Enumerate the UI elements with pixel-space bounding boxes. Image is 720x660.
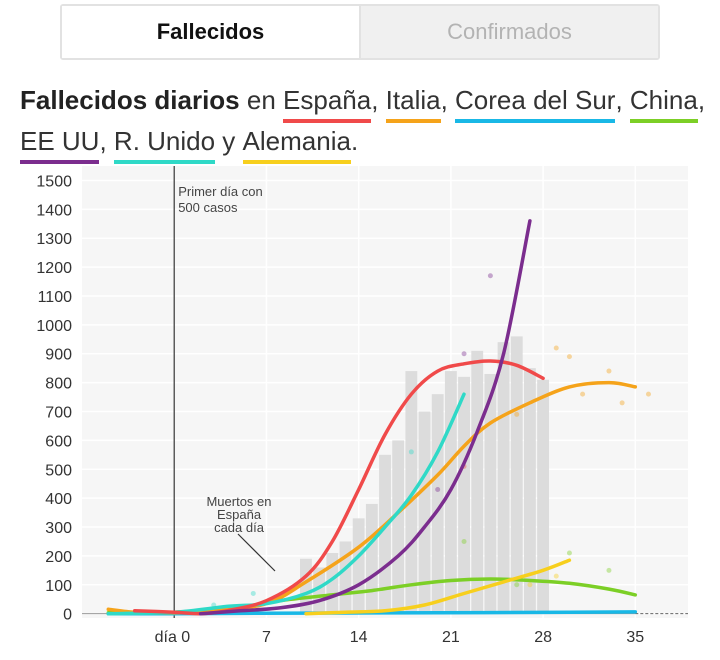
spain-daily-bar: [537, 379, 550, 614]
data-dot: [606, 567, 612, 573]
data-dot: [461, 538, 467, 544]
data-dot: [487, 273, 493, 279]
headline-title: Fallecidos diarios: [20, 85, 240, 115]
y-tick-label: 1000: [36, 318, 72, 335]
data-dot: [461, 351, 467, 357]
x-tick-label: 35: [626, 629, 644, 646]
series-line-alemania: [304, 558, 572, 616]
y-tick-label: 1400: [36, 202, 72, 219]
spain-daily-bar: [458, 376, 470, 614]
spain-daily-bar: [365, 503, 378, 614]
spain-daily-bar: [392, 440, 405, 614]
spain-daily-bar: [523, 368, 536, 614]
y-tick-label: 900: [45, 347, 72, 364]
bars-annotation: cada día: [214, 520, 265, 535]
y-tick-label: 300: [45, 520, 72, 537]
y-tick-label: 1500: [36, 173, 72, 190]
data-dot: [645, 391, 651, 397]
headline-sep: ,: [371, 85, 386, 115]
metric-tabs: Fallecidos Confirmados: [60, 4, 660, 60]
data-dot: [514, 582, 520, 588]
bars-annotation: Muertos en: [206, 494, 271, 509]
y-tick-label: 1300: [36, 231, 72, 248]
data-dot: [553, 345, 559, 351]
x-tick-label: 28: [534, 629, 552, 646]
country-link-corea-del-sur[interactable]: Corea del Sur: [455, 82, 616, 123]
headline-sep: ,: [440, 85, 456, 115]
spain-daily-bar: [471, 350, 484, 614]
country-link-alemania[interactable]: Alemania: [242, 123, 351, 164]
data-dot: [580, 391, 586, 397]
y-tick-label: 0: [63, 607, 72, 624]
data-dot: [527, 582, 533, 588]
data-dot: [553, 573, 559, 579]
spain-daily-bar: [431, 394, 444, 614]
data-dot: [408, 449, 414, 455]
headline-sep: ,: [615, 85, 630, 115]
x-tick-label: día 0: [155, 629, 191, 646]
headline-end: .: [350, 126, 359, 156]
day0-annotation: 500 casos: [178, 200, 238, 215]
spain-daily-bar: [339, 541, 352, 614]
chart-headline: Fallecidos diarios en España, Italia, Co…: [20, 82, 710, 164]
spain-daily-bar: [418, 411, 431, 614]
spain-daily-bar: [300, 558, 312, 614]
bars-annotation-leader: [237, 533, 276, 572]
y-tick-label: 600: [45, 433, 72, 450]
data-dot: [435, 486, 441, 492]
x-tick-label: 14: [350, 629, 368, 646]
country-link-r-unido[interactable]: R. Unido: [113, 123, 216, 164]
headline-sep: ,: [99, 126, 114, 156]
data-dot: [250, 590, 256, 596]
data-dot: [566, 550, 572, 556]
spain-daily-bar: [352, 518, 365, 614]
tab-fallecidos[interactable]: Fallecidos: [62, 6, 359, 58]
country-link-espana[interactable]: España: [283, 82, 372, 123]
data-dot: [606, 368, 612, 374]
country-link-ee-uu[interactable]: EE UU: [20, 123, 100, 164]
spain-daily-bar: [313, 567, 326, 614]
spain-daily-bar: [326, 553, 339, 614]
y-tick-label: 700: [45, 404, 72, 421]
data-dot: [514, 411, 520, 417]
data-dot: [566, 354, 572, 360]
country-link-italia[interactable]: Italia: [385, 82, 441, 123]
bars-annotation: España: [217, 507, 262, 522]
headline-en: en: [239, 85, 284, 115]
y-tick-label: 200: [45, 549, 72, 566]
x-tick-label: 21: [442, 629, 460, 646]
y-tick-label: 100: [45, 578, 72, 595]
y-tick-label: 1100: [38, 289, 73, 306]
x-tick-label: 7: [262, 629, 271, 646]
data-dot: [619, 400, 625, 406]
spain-daily-bar: [379, 454, 391, 614]
headline-sep: ,: [697, 85, 706, 115]
y-tick-label: 800: [45, 376, 72, 393]
series-line-ee-uu: [198, 219, 532, 616]
series-line-r-unido: [106, 392, 466, 616]
y-tick-label: 400: [45, 491, 72, 508]
spain-daily-bar: [510, 336, 523, 614]
y-tick-label: 500: [45, 462, 72, 479]
day0-annotation: Primer día con: [178, 184, 263, 199]
spain-daily-bar: [484, 373, 497, 614]
tab-confirmados[interactable]: Confirmados: [359, 6, 658, 58]
headline-y: y: [215, 126, 243, 156]
y-tick-label: 1200: [36, 260, 72, 277]
deaths-chart: 0 100 200 300 400 500 600 700 800 900 1000 1100 1200…: [36, 166, 688, 646]
spain-daily-bar: [497, 342, 510, 614]
country-link-china[interactable]: China: [629, 82, 698, 123]
